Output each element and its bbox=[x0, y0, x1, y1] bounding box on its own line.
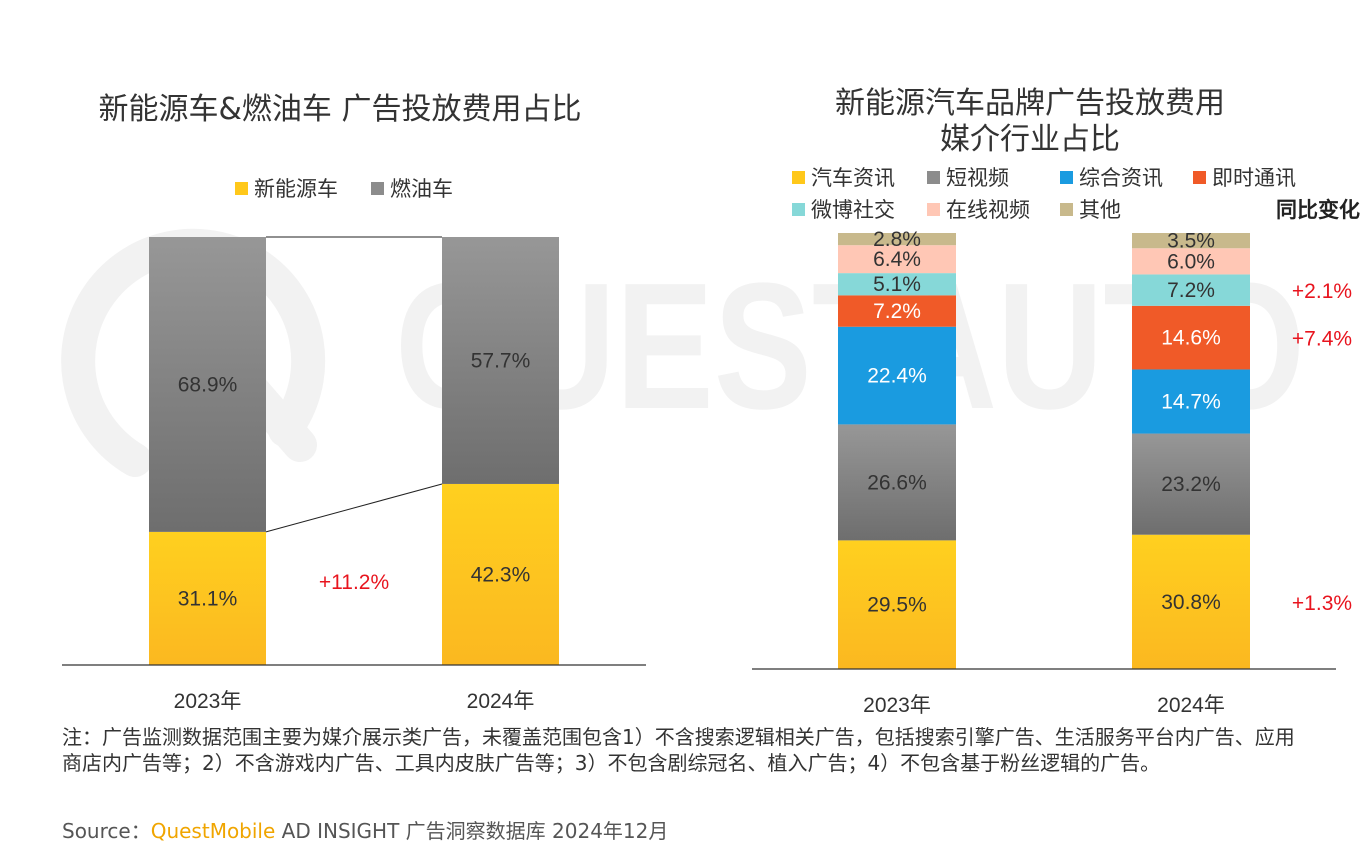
legend-swatch-general-news bbox=[1060, 170, 1073, 184]
legend-label-general-news: 综合资讯 bbox=[1079, 166, 1163, 190]
data-label-auto-news-2024: 30.8% bbox=[1161, 591, 1221, 614]
bar-fuel-2023 bbox=[149, 237, 266, 532]
bar-nev-2023 bbox=[149, 531, 266, 665]
data-label-others-2024: 3.5% bbox=[1167, 230, 1215, 253]
connector-nev bbox=[265, 483, 443, 533]
bar-auto-news-2023 bbox=[838, 540, 956, 669]
yoy-change-auto-news: +1.3% bbox=[1292, 592, 1352, 615]
legend-item-fuel: 燃油车 bbox=[371, 173, 453, 203]
footnote: 注：广告监测数据范围主要为媒介展示类广告，未覆盖范围包含1）不含搜索逻辑相关广告… bbox=[62, 725, 1295, 775]
legend-label-fuel: 燃油车 bbox=[390, 177, 453, 201]
bar-weibo-2024 bbox=[1132, 274, 1250, 306]
legend-label-online-video: 在线视频 bbox=[946, 198, 1030, 222]
yoy-change-weibo: +2.1% bbox=[1292, 280, 1352, 303]
right-chart-title-line-2: 媒介行业占比 bbox=[940, 122, 1120, 157]
data-label-auto-news-2023: 29.5% bbox=[867, 594, 927, 617]
legend-item-weibo: 微博社交 bbox=[792, 194, 895, 224]
bar-others-2024 bbox=[1132, 233, 1250, 249]
legend-item-general-news: 综合资讯 bbox=[1060, 162, 1163, 192]
legend-swatch-weibo bbox=[792, 202, 805, 216]
right-chart-title: 新能源汽车品牌广告投放费用 媒介行业占比 bbox=[760, 86, 1300, 158]
data-label-online-video-2024: 6.0% bbox=[1167, 250, 1215, 273]
source-brand: QuestMobile bbox=[150, 819, 276, 843]
legend-swatch-im bbox=[1193, 170, 1206, 184]
x-tick-2024-right: 2024年 bbox=[1157, 694, 1225, 717]
legend-item-im: 即时通讯 bbox=[1193, 162, 1296, 192]
bar-im-2024 bbox=[1132, 305, 1250, 370]
data-label-short-video-2023: 26.6% bbox=[867, 471, 927, 494]
yoy-change-im: +7.4% bbox=[1292, 328, 1352, 351]
legend-label-im: 即时通讯 bbox=[1212, 166, 1296, 190]
data-label-short-video-2024: 23.2% bbox=[1161, 473, 1221, 496]
legend-swatch-short-video bbox=[927, 170, 940, 184]
data-label-fuel-2024: 57.7% bbox=[471, 349, 531, 372]
legend-label-auto-news: 汽车资讯 bbox=[811, 166, 895, 190]
bar-short-video-2024 bbox=[1132, 433, 1250, 535]
x-tick-2023: 2023年 bbox=[174, 690, 242, 713]
legend-item-short-video: 短视频 bbox=[927, 162, 1009, 192]
x-tick-2024: 2024年 bbox=[467, 690, 535, 713]
right-chart-title-line-1: 新能源汽车品牌广告投放费用 bbox=[835, 86, 1225, 121]
data-label-general-news-2024: 14.7% bbox=[1161, 391, 1221, 414]
legend-label-others: 其他 bbox=[1079, 198, 1121, 222]
source-label: Source： bbox=[62, 819, 151, 843]
legend-swatch-online-video bbox=[927, 202, 940, 216]
legend-item-auto-news: 汽车资讯 bbox=[792, 162, 895, 192]
right-stacked-bar-chart: 29.5% 26.6% 22.4% 7.2% 5.1%6.4%2.8% 2023年 30.8… bbox=[752, 228, 1352, 717]
left-stacked-bar-chart: 31.1% 68.9% 2023年 42.3% 57.7% 2024年 +11.2% bbox=[62, 236, 646, 713]
data-label-weibo-2023: 5.1% bbox=[873, 273, 921, 296]
legend-swatch-nev bbox=[235, 181, 248, 195]
bar-auto-news-2024 bbox=[1132, 534, 1250, 669]
data-label-weibo-2024: 7.2% bbox=[1167, 279, 1215, 302]
legend-label-nev: 新能源车 bbox=[254, 177, 338, 201]
data-label-online-video-2023: 6.4% bbox=[873, 248, 921, 271]
bar-general-news-2024 bbox=[1132, 369, 1250, 434]
bar-general-news-2023 bbox=[838, 326, 956, 425]
legend-item-others: 其他 bbox=[1060, 194, 1121, 224]
legend-item-nev: 新能源车 bbox=[235, 173, 338, 203]
legend-label-weibo: 微博社交 bbox=[811, 198, 895, 222]
bar-others-2023 bbox=[838, 233, 956, 246]
bar-online-video-2024 bbox=[1132, 248, 1250, 275]
data-label-general-news-2023: 22.4% bbox=[867, 365, 927, 388]
source-line: Source：QuestMobile AD INSIGHT 广告洞察数据库 20… bbox=[62, 815, 668, 844]
bar-im-2023 bbox=[838, 295, 956, 327]
legend-item-online-video: 在线视频 bbox=[927, 194, 1030, 224]
bar-online-video-2023 bbox=[838, 245, 956, 274]
bar-weibo-2023 bbox=[838, 273, 956, 296]
data-label-im-2024: 14.6% bbox=[1161, 327, 1221, 350]
bar-nev-2024 bbox=[442, 483, 559, 665]
bar-fuel-2024 bbox=[442, 237, 559, 484]
legend-swatch-others bbox=[1060, 202, 1073, 216]
data-label-others-2023: 2.8% bbox=[873, 228, 921, 251]
data-label-fuel-2023: 68.9% bbox=[178, 373, 238, 396]
yoy-change-title: 同比变化 bbox=[1276, 198, 1360, 222]
data-label-im-2023: 7.2% bbox=[873, 300, 921, 323]
data-label-nev-2023: 31.1% bbox=[178, 587, 238, 610]
yoy-annotation-nev: +11.2% bbox=[319, 571, 389, 594]
data-label-nev-2024: 42.3% bbox=[471, 563, 531, 586]
x-tick-2023-right: 2023年 bbox=[863, 694, 931, 717]
left-chart-title: 新能源车&燃油车 广告投放费用占比 bbox=[98, 92, 582, 127]
legend-swatch-auto-news bbox=[792, 170, 805, 184]
source-rest: AD INSIGHT 广告洞察数据库 2024年12月 bbox=[275, 819, 669, 843]
legend-label-short-video: 短视频 bbox=[946, 166, 1009, 190]
legend-swatch-fuel bbox=[371, 181, 384, 195]
bar-short-video-2023 bbox=[838, 424, 956, 541]
